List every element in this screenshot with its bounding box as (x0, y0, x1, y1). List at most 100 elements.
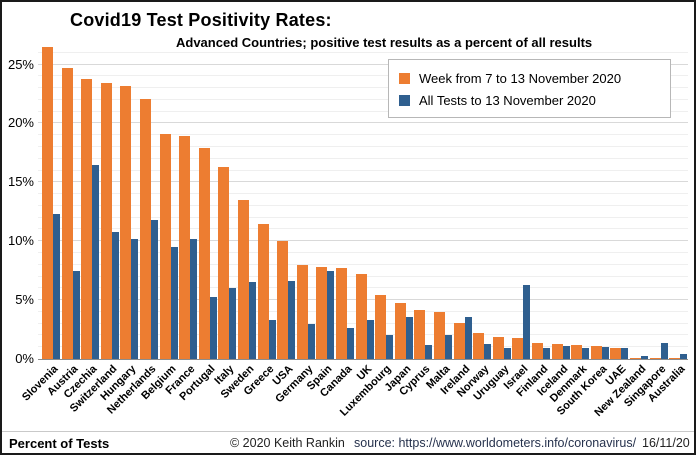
bar-week-finland (532, 342, 543, 359)
legend-swatch-orange-icon (399, 72, 410, 84)
bar-week-japan (394, 302, 406, 359)
bar-week-greece (257, 223, 269, 359)
plot-area (38, 46, 688, 360)
x-axis-line (38, 359, 688, 360)
bar-alltests-new-zealand (641, 355, 648, 359)
bar-alltests-greece (268, 320, 276, 359)
source-url-text: source: https://www.worldometers.info/co… (354, 436, 637, 450)
bar-alltests-uk (366, 320, 374, 359)
minor-gridline (38, 110, 688, 112)
minor-gridline (38, 204, 688, 206)
bar-alltests-israel (523, 284, 531, 359)
bar-week-sweden (238, 200, 249, 359)
bar-week-usa (277, 241, 289, 359)
bar-week-malta (434, 311, 445, 359)
legend-swatch-blue-icon (399, 94, 410, 106)
bar-week-spain (316, 267, 328, 359)
bar-alltests-uruguay (503, 348, 511, 359)
bar-week-uk (355, 274, 367, 359)
bar-alltests-south-korea (601, 347, 609, 359)
bar-week-south-korea (590, 346, 602, 359)
bar-alltests-italy (229, 288, 237, 359)
major-gridline (38, 240, 688, 242)
legend-label: All Tests to 13 November 2020 (419, 92, 596, 108)
y-tick-label: 0% (15, 351, 34, 366)
legend-item-week: Week from 7 to 13 November 2020 (399, 67, 660, 89)
legend: Week from 7 to 13 November 2020 All Test… (388, 59, 671, 118)
bar-alltests-hungary (131, 238, 139, 359)
bar-week-france (179, 136, 191, 359)
minor-gridline (38, 157, 688, 159)
bar-week-hungary (120, 85, 132, 359)
bar-alltests-iceland (562, 346, 570, 359)
bar-week-australia (669, 357, 681, 359)
chart-subtitle: Advanced Countries; positive test result… (176, 35, 593, 50)
date-stamp: 16/11/20 (642, 436, 690, 450)
bar-week-denmark (571, 344, 583, 359)
bar-alltests-norway (484, 343, 492, 359)
bar-week-austria (61, 68, 73, 359)
bar-week-uruguay (492, 336, 504, 359)
minor-gridline (38, 251, 688, 253)
bar-week-ireland (453, 322, 465, 359)
bar-week-norway (473, 333, 485, 359)
major-gridline (38, 63, 688, 65)
y-tick-label: 20% (7, 115, 34, 131)
minor-gridline (38, 51, 688, 53)
chart-title: Covid19 Test Positivity Rates: (70, 10, 332, 30)
bar-week-portugal (198, 148, 210, 359)
legend-label: Week from 7 to 13 November 2020 (419, 70, 622, 86)
major-gridline (38, 181, 688, 183)
y-tick-label: 5% (15, 292, 34, 308)
minor-gridline (38, 169, 688, 171)
bar-week-slovenia (42, 46, 53, 359)
bar-alltests-canada (347, 328, 354, 359)
bar-week-singapore (649, 357, 661, 359)
bar-alltests-ireland (464, 316, 472, 359)
bar-week-czechia (81, 78, 93, 359)
bar-alltests-france (190, 238, 198, 359)
bar-week-canada (336, 268, 347, 359)
bar-alltests-japan (405, 316, 413, 359)
bar-alltests-singapore (660, 342, 668, 359)
bar-week-germany (296, 264, 308, 359)
bar-alltests-austria (72, 270, 80, 359)
minor-gridline (38, 228, 688, 230)
bar-alltests-portugal (209, 296, 217, 359)
bar-alltests-malta (445, 335, 452, 359)
bar-alltests-switzerland (111, 231, 119, 359)
bar-alltests-slovenia (53, 214, 60, 359)
minor-gridline (38, 75, 688, 77)
bar-week-israel (512, 337, 524, 359)
minor-gridline (38, 193, 688, 195)
y-axis-unit-note: Percent of Tests (9, 436, 110, 451)
minor-gridline (38, 98, 688, 100)
bar-alltests-germany (307, 323, 315, 359)
minor-gridline (38, 134, 688, 136)
bar-alltests-sweden (249, 282, 256, 359)
bar-alltests-belgium (170, 247, 178, 359)
minor-gridline (38, 145, 688, 147)
footer: Percent of Tests © 2020 Keith Rankin sou… (2, 431, 694, 453)
bar-week-uae (610, 348, 622, 359)
bar-alltests-luxembourg (386, 335, 394, 359)
bar-week-iceland (551, 343, 563, 359)
bar-week-new-zealand (630, 357, 641, 359)
y-tick-label: 10% (7, 233, 34, 249)
minor-gridline (38, 87, 688, 89)
bar-week-italy (218, 167, 230, 359)
bar-alltests-finland (543, 348, 550, 359)
copyright-text: © 2020 Keith Rankin (230, 436, 345, 450)
legend-item-alltests: All Tests to 13 November 2020 (399, 89, 660, 111)
y-tick-label: 25% (7, 56, 34, 72)
bar-week-cyprus (414, 309, 426, 359)
bar-alltests-denmark (582, 348, 590, 359)
bar-alltests-netherlands (151, 220, 158, 359)
bar-week-luxembourg (375, 295, 387, 359)
y-tick-label: 15% (7, 174, 34, 190)
bar-week-switzerland (100, 83, 112, 359)
minor-gridline (38, 263, 688, 265)
bar-alltests-uae (621, 348, 629, 359)
bar-week-belgium (159, 134, 171, 359)
